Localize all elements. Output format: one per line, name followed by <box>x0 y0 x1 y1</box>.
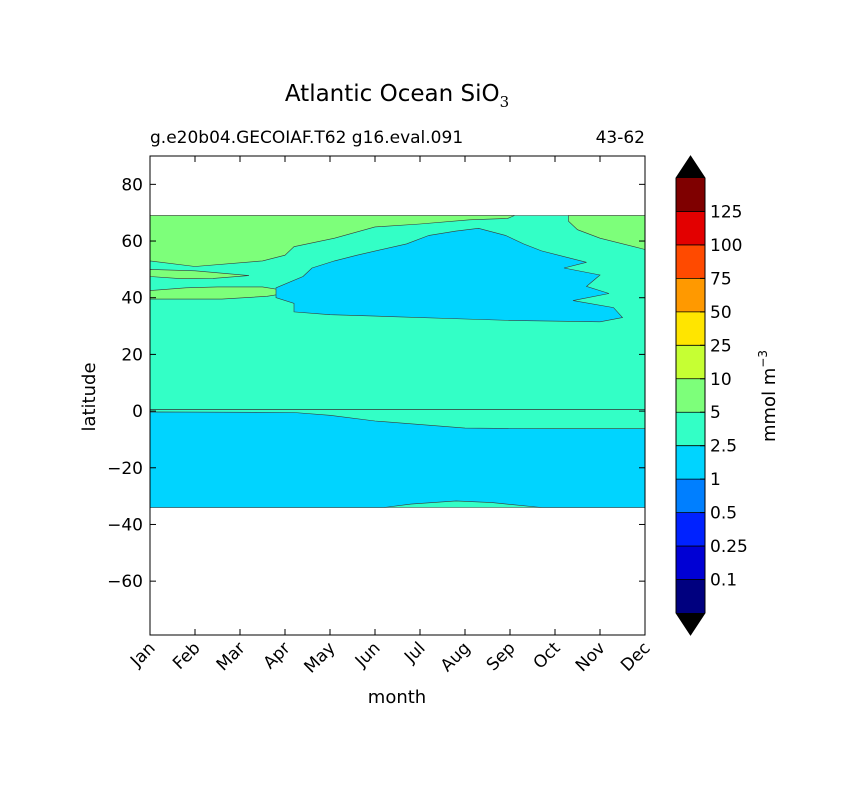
colorbar-extend-high <box>676 156 705 178</box>
x-tick-label: Jul <box>400 638 429 667</box>
y-tick-label: 80 <box>121 175 143 195</box>
chart-title: Atlantic Ocean SiO3 <box>285 81 509 111</box>
x-tick-label: Oct <box>530 638 565 673</box>
colorbar-segment <box>676 278 705 312</box>
colorbar-tick-label: 5 <box>710 403 721 423</box>
colorbar-segment <box>676 546 705 580</box>
colorbar-label-text: mmol m <box>759 368 780 442</box>
colorbar-segment <box>676 479 705 513</box>
chart-title-subscript: 3 <box>500 93 510 111</box>
colorbar-segment <box>676 244 705 279</box>
colorbar-segment <box>676 211 705 245</box>
colorbar-segment <box>676 445 705 480</box>
y-tick-label: −20 <box>107 459 143 479</box>
y-axis-label: latitude <box>79 362 100 431</box>
x-tick-label: Jun <box>351 638 385 672</box>
y-tick-label: 60 <box>121 232 143 252</box>
colorbar-tick-label: 50 <box>710 303 732 323</box>
colorbar-label: mmol m−3 <box>756 350 780 442</box>
colorbar-segment <box>676 378 705 413</box>
y-tick-label: −40 <box>107 515 143 535</box>
colorbar-tick-label: 0.1 <box>710 571 737 591</box>
x-tick-label: Mar <box>213 638 250 675</box>
colorbar-segment <box>676 512 705 547</box>
x-tick-label: Sep <box>483 638 520 675</box>
contour-region-5-10 <box>150 215 515 267</box>
x-tick-label: Aug <box>437 638 475 676</box>
contour-region-5-10 <box>150 286 295 300</box>
x-tick-label: Feb <box>169 638 204 673</box>
colorbar-tick-label: 100 <box>710 236 742 256</box>
y-tick-label: 0 <box>132 402 143 422</box>
colorbar-extend-low <box>676 613 705 635</box>
y-axis: 80 60 40 20 0 −20 −40 −60 <box>107 175 645 592</box>
colorbar-tick-label: 0.5 <box>710 504 737 524</box>
colorbar-segment <box>676 345 705 379</box>
x-tick-label: Jan <box>126 638 159 671</box>
colorbar-tick-label: 2.5 <box>710 437 737 457</box>
colorbar-tick-label: 1 <box>710 470 721 490</box>
colorbar-outline <box>675 155 706 636</box>
colorbar-segment <box>676 311 705 346</box>
colorbar-segment <box>676 579 705 613</box>
y-tick-label: −60 <box>107 572 143 592</box>
colorbar-tick-label: 125 <box>710 202 742 222</box>
y-tick-label: 20 <box>121 345 143 365</box>
contour-region-5-10 <box>150 269 250 280</box>
colorbar-tick-label: 75 <box>710 269 732 289</box>
colorbar-segment <box>676 412 705 446</box>
x-tick-label: May <box>301 638 340 677</box>
subtitle-left: g.e20b04.GECOIAF.T62 g16.eval.091 <box>150 128 463 148</box>
x-tick-label: Nov <box>572 638 610 676</box>
x-axis-label: month <box>368 687 426 708</box>
subtitle-right: 43-62 <box>596 128 645 148</box>
contour-region-5-10 <box>568 215 645 250</box>
x-tick-label: Apr <box>260 638 295 673</box>
plot-frame <box>149 155 646 636</box>
contour-region-1-2.5 <box>275 227 624 323</box>
x-tick-label: Dec <box>617 638 654 675</box>
colorbar-tick-label: 10 <box>710 370 732 390</box>
colorbar-tick-label: 0.25 <box>710 537 748 557</box>
colorbar: 0.1 0.25 0.5 1 2.5 5 10 25 50 75 100 125 <box>675 155 748 636</box>
y-tick-label: 40 <box>121 289 143 309</box>
contour-regions <box>150 215 645 508</box>
contour-region-1-2.5 <box>150 411 645 508</box>
chart-title-text: Atlantic Ocean SiO <box>285 81 500 107</box>
colorbar-tick-label: 25 <box>710 336 732 356</box>
colorbar-label-superscript: −3 <box>756 350 770 368</box>
colorbar-segment <box>676 178 705 212</box>
